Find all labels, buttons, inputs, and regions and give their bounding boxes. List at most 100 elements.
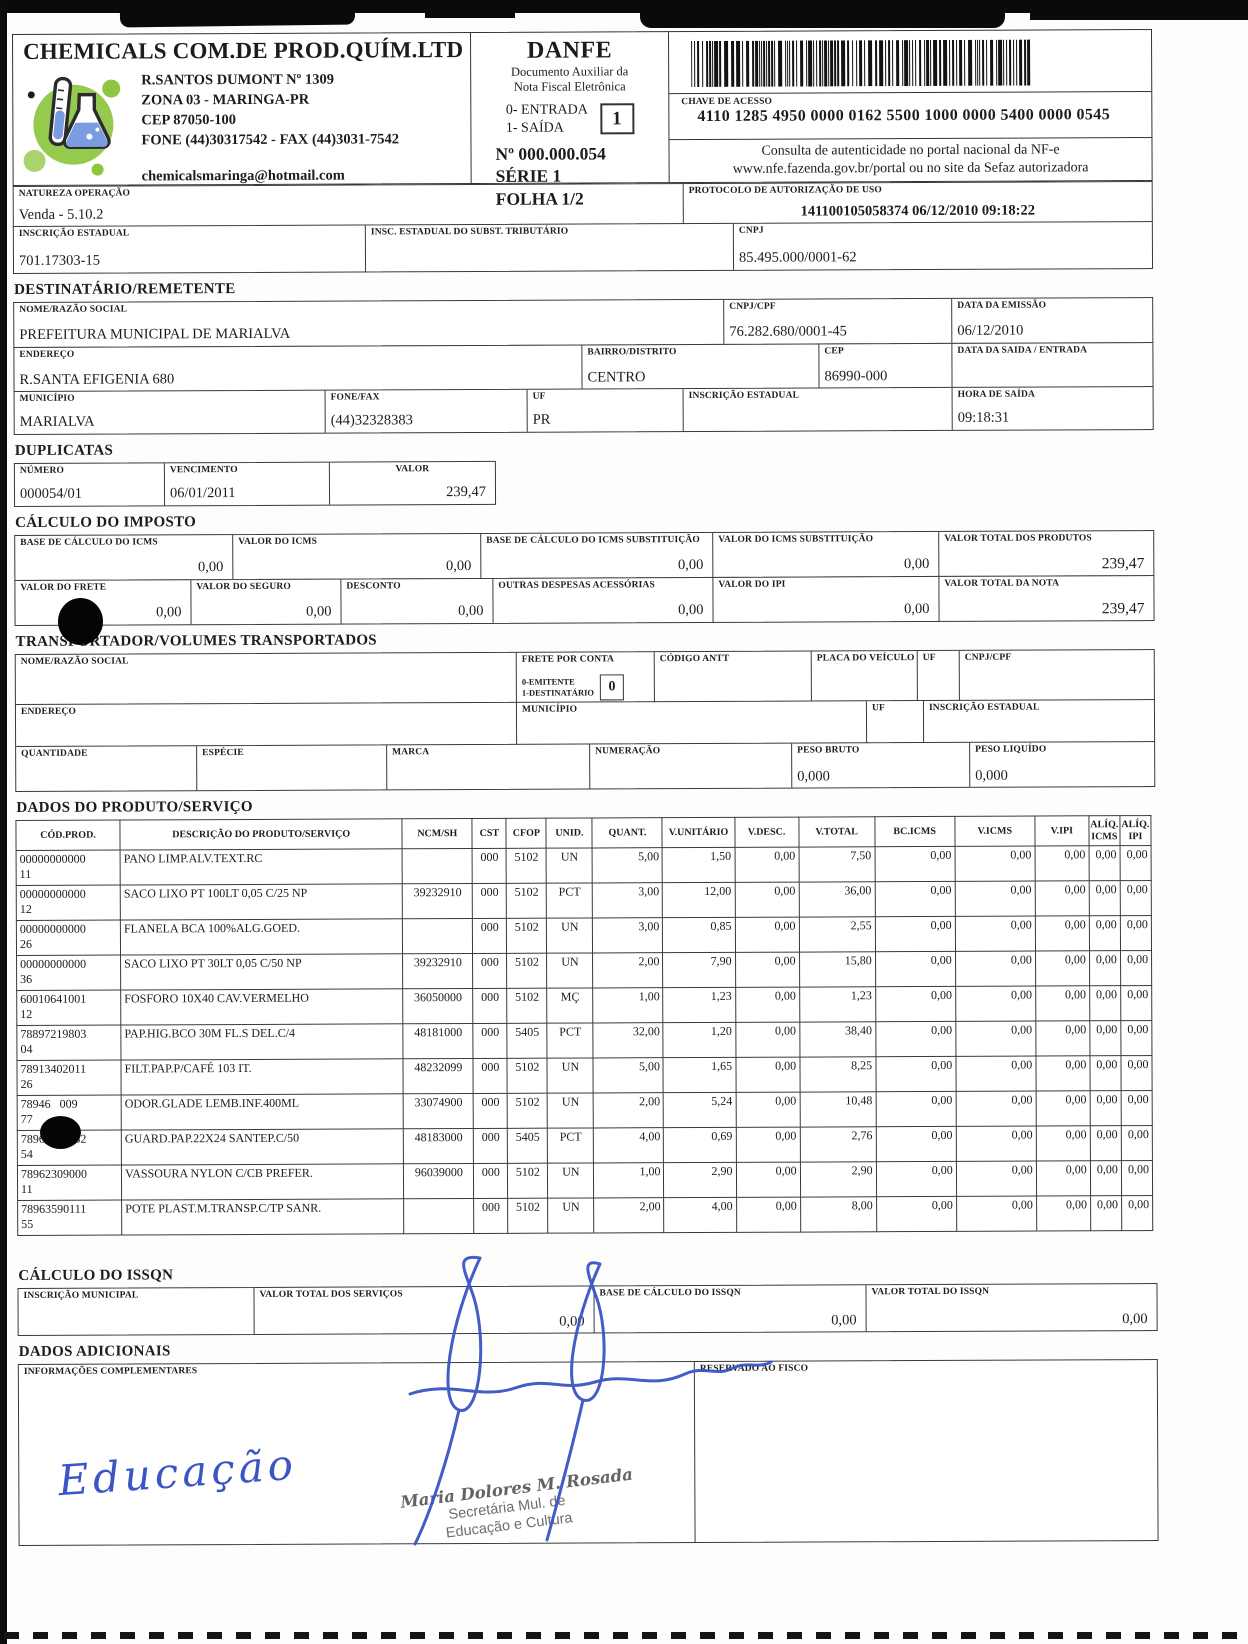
cell-vunit: 1,50 [662,847,735,884]
duplicata-valor-cell: VALOR 239,47 [330,462,495,505]
products-header-row: CÓD.PROD. DESCRIÇÃO DO PRODUTO/SERVIÇO NCM… [15,815,1152,851]
product-row: 78963590111 55 POTE PLAST.M.TRANSP.C/TP SA… [17,1195,1153,1236]
cell-ncm: 39232910 [402,953,474,990]
cell-vdesc: 0,00 [734,847,799,883]
product-row: 00000000000 12 SACO LIXO PT 100LT 0,05 C/2… [16,880,1152,921]
cell-vdesc: 0,00 [735,1162,801,1198]
cell-vunit: 4,00 [664,1197,737,1234]
valor-icms-cell: VALOR DO ICMS 0,00 [233,534,482,580]
cell-aliq2: 0,00 [1120,985,1152,1022]
peso-liquido-cell: PESO LIQUÍDO 0,000 [970,742,1154,787]
cell-cfop: 5405 [507,1128,548,1164]
cell-vicms: 0,00 [954,846,1035,882]
cell-cst: 000 [472,883,507,919]
cell-cod: 00000000000 26 [16,920,121,956]
numeracao-cell: NUMERAÇÃO [590,744,793,789]
cell-bc: 0,00 [875,1056,956,1093]
product-col-header: ALÍQ. ICMS [1088,816,1120,847]
product-row: 78913402011 26 FILT.PAP.P/CAFÉ 103 IT. 4823… [16,1055,1153,1096]
cell-vunit: 1,65 [663,1057,736,1094]
bc-icms-st-cell: BASE DE CÁLCULO DO ICMS SUBSTITUIÇÃO 0,0… [481,533,714,579]
cep-cell: CEP 86990-000 [819,343,953,389]
cell-unid: UN [547,1198,595,1234]
company-name: CHEMICALS COM.DE PROD.QUÍM.LTD [23,37,464,64]
cell-vipi: 0,00 [1034,846,1090,882]
transp-municipio-cell: MUNICÍPIO [516,701,868,745]
cell-cst: 000 [473,1023,508,1059]
barcode-box [668,30,1152,95]
cell-unid: MÇ [547,988,594,1024]
cell-aliq2: 0,00 [1120,1055,1153,1092]
cell-bc: 0,00 [874,846,955,883]
cell-bc: 0,00 [874,881,956,918]
cell-ncm: 39232910 [402,883,473,920]
cell-aliq2: 0,00 [1120,880,1152,917]
cell-aliq2: 0,00 [1120,950,1152,987]
cell-vtotal: 7,50 [798,847,875,883]
address-line: CEP 87050-100 [141,112,237,129]
cell-vunit: 1,23 [663,987,736,1024]
cell-vicms: 0,00 [955,951,1036,987]
cell-vicms: 0,00 [955,916,1036,952]
danfe-title: DANFE [526,37,613,64]
cell-quant: 1,00 [593,988,664,1024]
duplicata-valor: 239,47 [446,484,487,501]
cell-quant: 4,00 [593,1128,664,1164]
cell-quant: 3,00 [592,883,663,919]
valor-icms-st-cell: VALOR DO ICMS SUBSTITUIÇÃO 0,00 [713,532,940,578]
cell-vicms: 0,00 [955,1021,1036,1057]
endereco-cell: ENDEREÇO R.SANTA EFIGENIA 680 [14,345,583,392]
company-email: chemicalsmaringa@hotmail.com [141,167,345,185]
cell-unid: PCT [547,1023,594,1059]
cell-quant: 3,00 [592,918,664,954]
cell-ncm: 48181000 [403,1023,474,1060]
cell-unid: PCT [546,883,593,919]
cell-vicms: 0,00 [956,1196,1037,1232]
cell-unid: UN [546,918,593,954]
product-col-header: CÓD.PROD. [15,820,121,851]
imposto-section: BASE DE CÁLCULO DO ICMS 0,00 VALOR DO IC… [14,530,1155,626]
cell-vunit: 0,85 [662,917,736,954]
cell-aliq1: 0,00 [1088,846,1121,882]
cell-desc: FILT.PAP.P/CAFÉ 103 IT. [121,1059,404,1096]
cell-cfop: 5102 [507,1163,548,1199]
cell-vtotal: 8,00 [800,1197,877,1233]
codigo-antt-cell: CÓDIGO ANTT [654,651,812,702]
scan-top-edge [1030,7,1248,20]
cell-aliq2: 0,00 [1121,1195,1153,1232]
destinatario-section: NOME/RAZÃO SOCIAL PREFEITURA MUNICIPAL D… [13,297,1154,436]
cell-cfop: 5102 [506,883,547,919]
peso-bruto: 0,000 [797,767,830,785]
destinatario-fone: (44)32328383 [330,412,413,429]
cell-vdesc: 0,00 [734,882,799,918]
cell-bc: 0,00 [875,1021,956,1058]
product-col-header: CST [472,818,507,849]
cell-desc: PAP.HIG.BCO 30M FL.S DEL.C/4 [120,1024,404,1061]
cell-aliq1: 0,00 [1089,986,1121,1022]
cell-aliq2: 0,00 [1120,1090,1153,1127]
transp-uf-cell: UF [917,650,960,701]
cell-ncm [402,848,473,885]
transp-ie-cell: INSCRIÇÃO ESTADUAL [928,702,1040,714]
company-address: R.SANTOS DUMONT Nº 1309 ZONA 03 - MARING… [129,65,399,186]
cell-cfop: 5102 [506,953,548,989]
cell-quant: 1,00 [593,1163,665,1199]
cell-vunit: 0,69 [663,1127,736,1164]
cell-vicms: 0,00 [955,1091,1037,1127]
cell-desc: SACO LIXO PT 30LT 0,05 C/50 NP [120,954,403,991]
product-col-header: UNID. [546,818,593,849]
destinatario-nome: PREFEITURA MUNICIPAL DE MARIALVA [19,326,291,344]
cell-bc: 0,00 [875,951,956,988]
fone-cell: FONE/FAX (44)32328383 [325,389,528,433]
cell-bc: 0,00 [875,916,956,953]
natureza-value: Venda - 5.10.2 [18,206,104,224]
imposto-title: CÁLCULO DO IMPOSTO [15,514,197,532]
duplicatas-title: DUPLICATAS [14,442,114,460]
cell-quant: 5,00 [593,1058,664,1094]
cell-cst: 000 [472,918,507,954]
cell-vipi: 0,00 [1035,986,1090,1022]
cell-vtotal: 2,55 [798,917,876,953]
cell-ncm: 33074900 [403,1093,474,1130]
cell-vdesc: 0,00 [735,1092,800,1128]
